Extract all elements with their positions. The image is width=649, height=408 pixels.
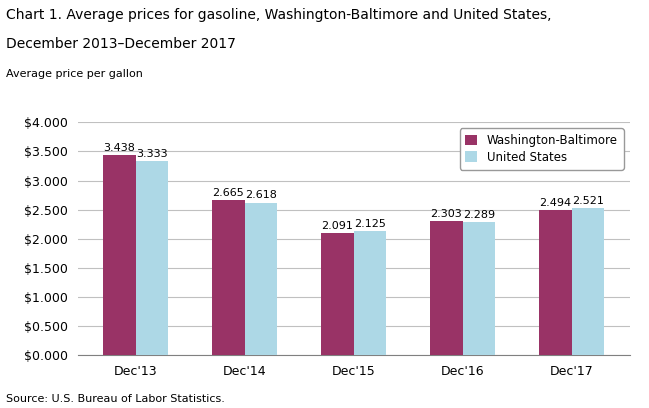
Text: 3.333: 3.333	[136, 149, 168, 159]
Text: 3.438: 3.438	[103, 143, 135, 153]
Bar	[321, 233, 354, 355]
Text: 2.091: 2.091	[321, 221, 353, 231]
Text: 2.665: 2.665	[212, 188, 244, 198]
Text: 2.125: 2.125	[354, 219, 386, 229]
Text: 2.289: 2.289	[463, 210, 495, 220]
Bar	[572, 208, 604, 355]
Text: December 2013–December 2017: December 2013–December 2017	[6, 37, 236, 51]
Text: 2.521: 2.521	[572, 196, 604, 206]
Bar	[354, 231, 386, 355]
Text: Chart 1. Average prices for gasoline, Washington-Baltimore and United States,: Chart 1. Average prices for gasoline, Wa…	[6, 8, 552, 22]
Bar	[212, 200, 245, 355]
Bar	[245, 203, 277, 355]
Bar	[136, 161, 168, 355]
Text: 2.618: 2.618	[245, 191, 277, 200]
Bar	[463, 222, 495, 355]
Text: Source: U.S. Bureau of Labor Statistics.: Source: U.S. Bureau of Labor Statistics.	[6, 394, 225, 404]
Text: 2.303: 2.303	[430, 209, 462, 219]
Text: Average price per gallon: Average price per gallon	[6, 69, 143, 80]
Bar	[430, 221, 463, 355]
Bar	[103, 155, 136, 355]
Text: 2.494: 2.494	[539, 197, 572, 208]
Legend: Washington-Baltimore, United States: Washington-Baltimore, United States	[459, 128, 624, 170]
Bar	[539, 210, 572, 355]
